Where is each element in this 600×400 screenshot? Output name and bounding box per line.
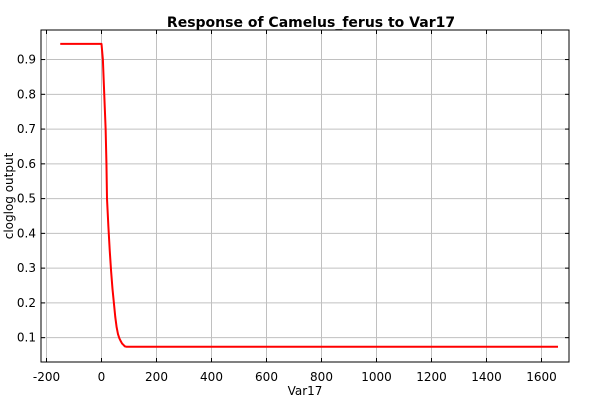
y-tick-label: 0.7: [17, 122, 36, 136]
y-tick-label: 0.6: [17, 157, 36, 171]
x-tick-label: -200: [33, 370, 60, 384]
grid-lines: [41, 30, 569, 362]
response-curve: [60, 42, 558, 348]
y-tick-label: 0.4: [17, 226, 36, 240]
chart-title: Response of Camelus_ferus to Var17: [167, 15, 455, 31]
y-tick-label: 0.1: [17, 331, 36, 345]
x-tick-label: 600: [255, 370, 278, 384]
y-tick-label: 0.5: [17, 192, 36, 206]
x-tick-label: 200: [145, 370, 168, 384]
x-axis-label: Var17: [288, 384, 323, 398]
y-tick-label: 0.3: [17, 261, 36, 275]
x-tick-label: 400: [200, 370, 223, 384]
x-tick-label: 1600: [526, 370, 557, 384]
series-layer: [60, 42, 558, 348]
x-tick-label: 1200: [416, 370, 447, 384]
x-tick-label: 800: [310, 370, 333, 384]
axis-ticks: -200 0 200 400 600 800 1000 1200 1400 1600 0.1 0.2 0…: [17, 30, 569, 384]
x-tick-label: 1000: [361, 370, 392, 384]
x-tick-label: 0: [98, 370, 106, 384]
y-tick-label: 0.9: [17, 53, 36, 67]
y-axis-label: cloglog output: [2, 152, 16, 239]
y-tick-label: 0.2: [17, 296, 36, 310]
plot-area-frame: [40, 29, 570, 363]
x-tick-label: 1400: [471, 370, 502, 384]
y-tick-label: 0.8: [17, 87, 36, 101]
